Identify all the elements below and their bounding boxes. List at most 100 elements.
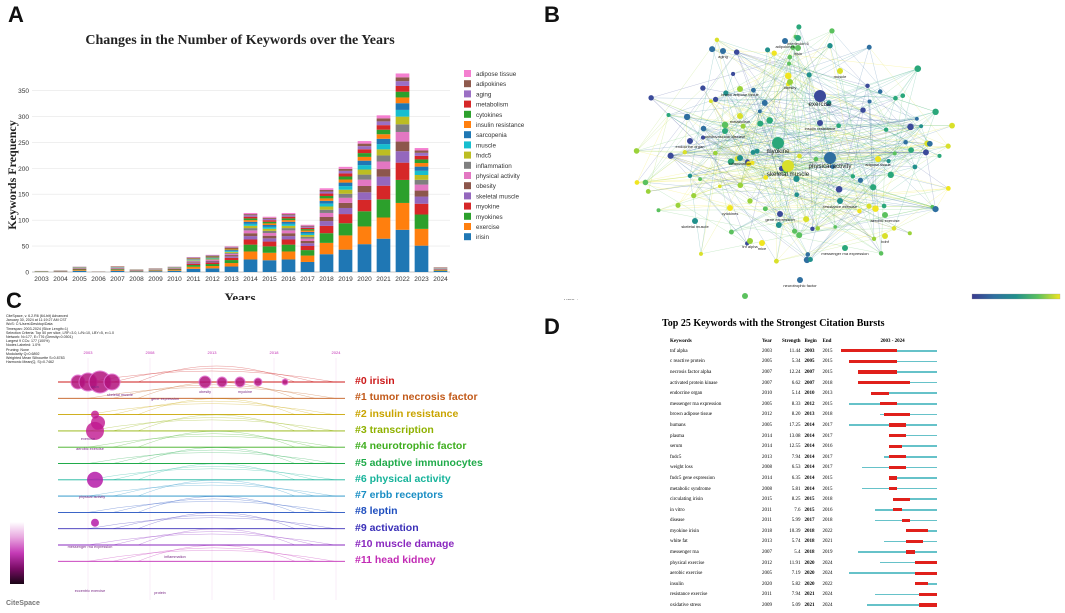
network-edge: [806, 47, 870, 260]
network-edge: [759, 111, 795, 232]
timeline-node: [216, 376, 228, 388]
network-edge: [885, 98, 896, 130]
network-edge: [730, 111, 936, 162]
network-node: [727, 158, 735, 165]
network-edge: [839, 153, 895, 190]
network-node-label: inflammation: [729, 161, 752, 166]
network-node: [886, 158, 891, 164]
bar-segment: [262, 260, 277, 272]
network-node: [806, 72, 812, 78]
burst-begin: 2021: [804, 603, 815, 609]
burst-year: 2011: [762, 507, 772, 513]
network-edge: [860, 166, 915, 181]
network-node: [728, 229, 734, 235]
network-node: [914, 65, 922, 72]
burst-begin: 2014: [804, 465, 815, 471]
cluster-label: #9 activation: [355, 521, 419, 534]
bar-segment: [395, 162, 410, 180]
network-edge: [716, 39, 738, 159]
network-edge: [759, 111, 836, 227]
network-edge: [636, 153, 895, 183]
burst-row: c reactive protein 2005 5.34 2005 2015: [668, 357, 945, 368]
bar-segment: [357, 179, 372, 186]
burst-end: 2024: [822, 592, 833, 598]
bar-segment: [395, 179, 410, 203]
network-edge: [731, 153, 895, 233]
network-node: [765, 47, 771, 53]
bar-segment: [205, 259, 220, 260]
network-edge: [645, 182, 936, 210]
network-edge: [752, 49, 768, 163]
bar-segment: [357, 153, 372, 157]
network-node: [775, 222, 782, 228]
burst-end: 2019: [822, 550, 833, 556]
network-edge: [736, 52, 839, 126]
network-node: [699, 251, 703, 256]
y-tick-label: 0: [25, 270, 29, 277]
burst-row: in vitro 2011 7.6 2015 2016: [668, 505, 945, 516]
network-node: [810, 226, 815, 231]
network-edges: [636, 26, 953, 262]
timeline-node-label: gene expression: [151, 397, 179, 401]
bar-segment: [395, 85, 410, 92]
bar-segment: [319, 191, 334, 194]
burst-bar-cell: [841, 516, 945, 527]
x-tick-label: 2013: [224, 276, 239, 283]
network-node: [814, 90, 826, 102]
network-node: [683, 113, 691, 121]
timeline-arc: [87, 370, 336, 383]
burst-bar-cell: [841, 568, 945, 579]
header-strength: Strength: [782, 338, 801, 344]
timeline-node-label: irisin: [91, 385, 99, 389]
timeline-node-label: exercise: [81, 437, 95, 441]
network-node: [815, 226, 820, 231]
bar-segment: [414, 196, 429, 204]
burst-strength: 5.81: [791, 486, 801, 492]
burst-begin: 2010: [804, 391, 815, 397]
network-node: [787, 61, 792, 66]
network-edge: [651, 97, 870, 102]
citespace-meta: CiteSpace, v. 6.2.R6 (64-bit) Advanced Ja…: [6, 314, 114, 364]
network-node: [737, 155, 743, 161]
network-node-label: aerobic exercise: [870, 218, 900, 223]
network-edge: [715, 99, 912, 151]
cluster-label: #4 neurotrophic factor: [355, 440, 467, 453]
legend-label: adipose tissue: [476, 71, 517, 78]
bar-segment: [205, 257, 220, 259]
bar-segment: [319, 193, 334, 196]
network-edge: [703, 128, 766, 178]
network-node: [648, 95, 654, 101]
burst-row: insulin 2020 5.82 2020 2022: [668, 579, 945, 590]
network-edge: [689, 39, 718, 176]
timeline-node-label: aerobic exercise: [76, 447, 104, 451]
network-edge: [730, 26, 800, 162]
network-node: [712, 96, 719, 102]
network-edge: [689, 175, 741, 186]
timeline-arc: [87, 550, 336, 562]
network-edge: [716, 39, 870, 207]
burst-keyword: serum: [670, 444, 683, 450]
network-edge: [715, 99, 744, 127]
bar-segment: [281, 218, 296, 221]
network-edge: [828, 103, 936, 210]
bar-segment: [414, 163, 429, 167]
burst-row: fndc5 2013 7.94 2014 2017: [668, 452, 945, 463]
citespace-meta-line: Pruning: None: [6, 347, 29, 352]
network-edge: [785, 155, 940, 171]
cluster-label: #11 head kidney: [355, 554, 436, 567]
bar-segment: [395, 229, 410, 272]
timeline-arc: [87, 403, 336, 415]
bar-segment: [414, 190, 429, 197]
timeline-node-label: physical activity: [79, 495, 105, 499]
network-edge: [636, 150, 889, 162]
network-node: [737, 182, 744, 189]
burst-table: Keywords Year Strength Begin End 2003 - …: [668, 336, 945, 611]
network-edge: [753, 90, 840, 190]
network-edge: [693, 118, 917, 196]
burst-strength: 5.4: [794, 550, 801, 556]
burst-segment: [888, 476, 898, 480]
network-edge: [740, 185, 860, 212]
bar-segment: [262, 223, 277, 226]
burst-begin: 2014: [804, 433, 815, 439]
